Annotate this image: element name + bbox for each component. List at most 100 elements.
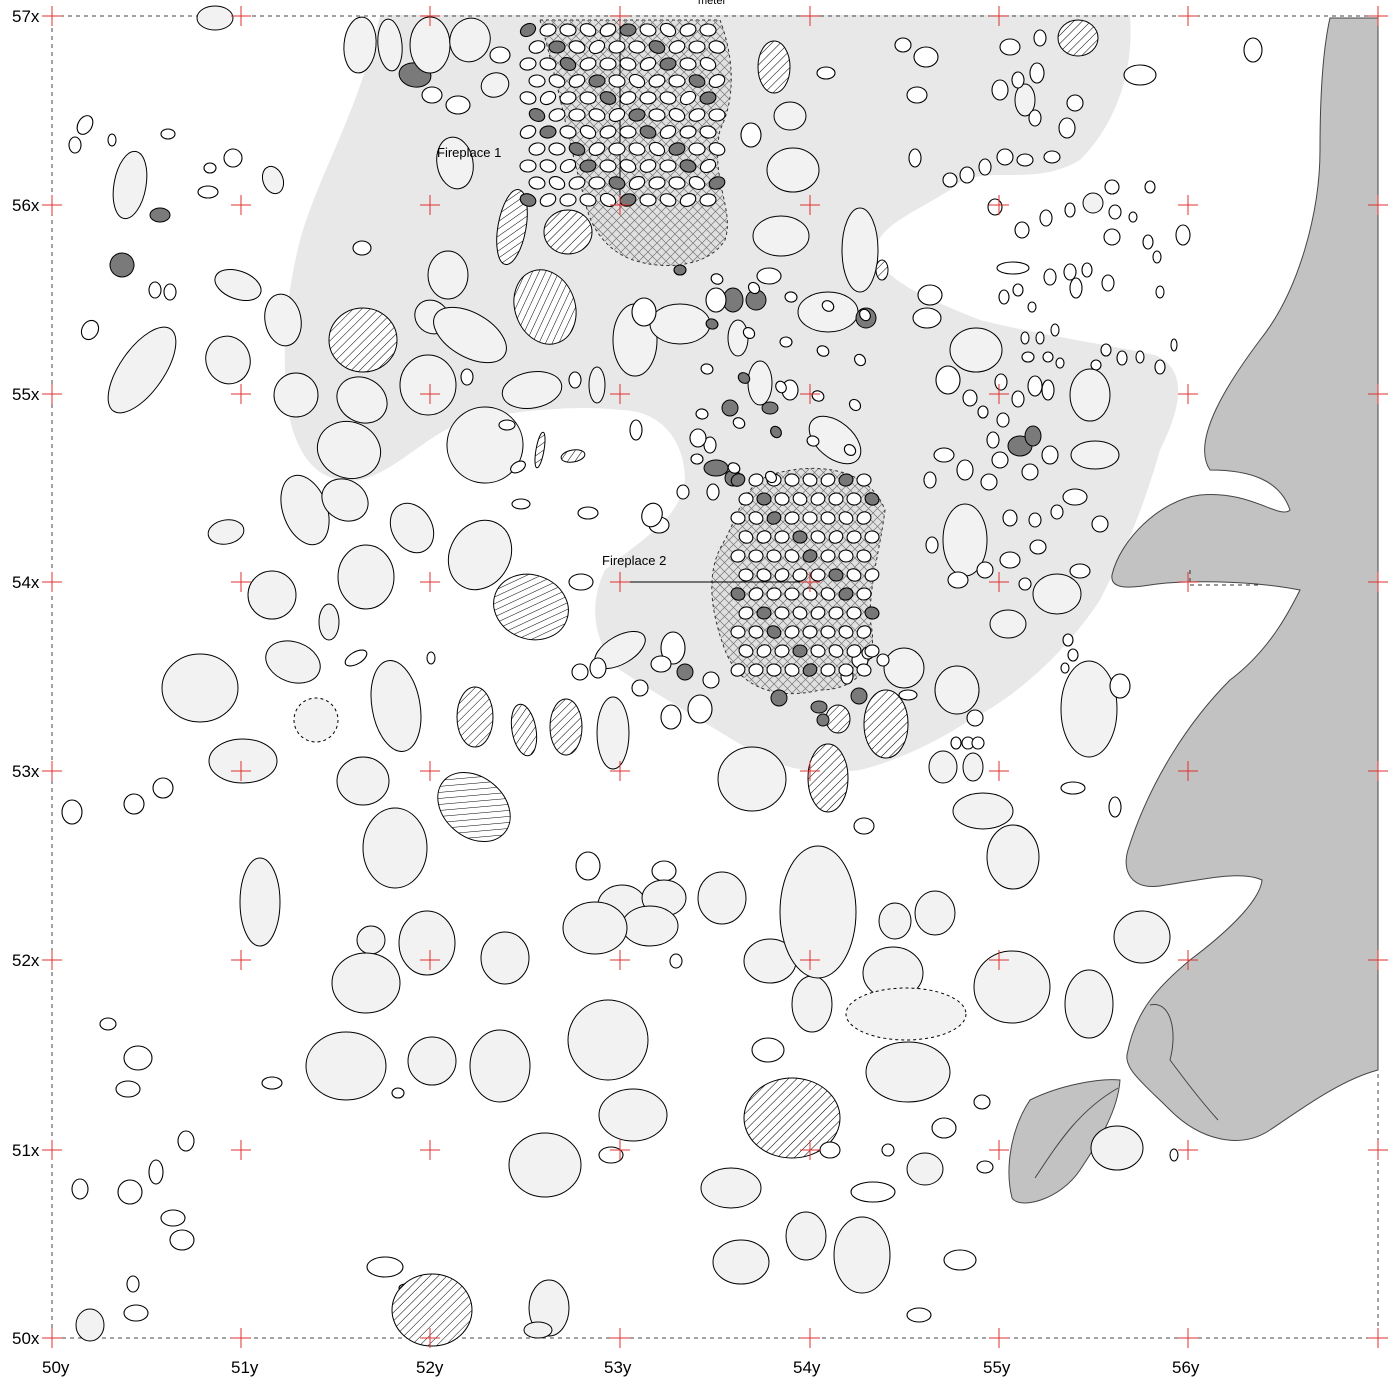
y-tick-label: 51y	[231, 1358, 259, 1377]
stone	[480, 931, 530, 985]
stone	[743, 1077, 841, 1159]
fireplace-1-pebble	[708, 142, 726, 156]
fireplace-2-pebble	[820, 663, 836, 677]
stone	[935, 365, 961, 395]
pebble	[848, 398, 862, 412]
stone	[1090, 1125, 1144, 1171]
stone	[1116, 350, 1128, 366]
fireplace-2-pebble	[774, 530, 790, 544]
stone	[906, 86, 928, 104]
x-tick-label: 55x	[12, 385, 40, 404]
fireplace-1-pebble	[679, 23, 697, 37]
stone	[1090, 359, 1102, 371]
stone	[1039, 209, 1053, 227]
stone	[598, 1146, 624, 1164]
stone	[496, 188, 528, 266]
grid-cross	[989, 1328, 1009, 1348]
stone	[773, 101, 807, 131]
stone	[426, 651, 436, 665]
fireplace-1-pebble	[599, 192, 617, 208]
fireplace-1-pebble	[579, 193, 597, 207]
fireplace-1-pebble	[608, 107, 626, 123]
stone	[816, 713, 830, 727]
fireplace-1-label: Fireplace 1	[437, 145, 501, 160]
stone	[898, 689, 918, 701]
grid-cross	[420, 761, 440, 781]
stone	[651, 860, 677, 882]
fireplace-1-pebble	[628, 40, 646, 54]
stone	[1062, 633, 1074, 647]
stone	[407, 1036, 457, 1086]
stone	[389, 502, 435, 554]
stone	[687, 694, 713, 724]
stone	[1043, 268, 1057, 286]
stone	[1063, 263, 1077, 281]
grid-cross	[42, 6, 62, 26]
stone	[727, 319, 749, 357]
stone	[989, 609, 1027, 639]
stone	[208, 738, 278, 784]
fireplace-1-pebble	[619, 57, 637, 71]
grid-cross	[42, 761, 62, 781]
grid-cross	[800, 195, 820, 215]
grid-cross	[800, 384, 820, 404]
stone	[950, 736, 962, 750]
fireplace-2-pebble	[838, 473, 854, 487]
fireplace-1-pebble	[548, 142, 566, 156]
fireplace-1-pebble	[699, 125, 717, 139]
fireplace-2-pebble	[864, 568, 880, 582]
stone	[160, 1209, 186, 1227]
grid-cross	[1368, 384, 1388, 404]
stone	[501, 371, 563, 409]
stone	[973, 950, 1051, 1024]
stone	[1070, 440, 1120, 470]
fireplace-2-pebble	[864, 644, 880, 658]
fireplace-1-pebble	[648, 40, 666, 54]
fireplace-1-pebble	[679, 90, 697, 106]
fireplace-2-pebble	[784, 625, 800, 639]
fireplace-1-pebble	[699, 91, 717, 105]
stone	[1029, 539, 1047, 555]
stone	[107, 326, 177, 414]
stone	[998, 289, 1010, 305]
stone	[469, 1029, 531, 1103]
fireplace-1-pebble	[559, 91, 577, 105]
fireplace-2-pebble	[766, 625, 782, 639]
stone	[493, 573, 569, 641]
fireplace-1-pebble	[568, 74, 586, 88]
fireplace-2-pebble	[748, 625, 764, 639]
fireplace-2-pebble	[792, 530, 808, 544]
fireplace-1-pebble	[599, 57, 617, 71]
fireplace-2-pebble	[820, 587, 836, 601]
stone	[1041, 379, 1055, 401]
stone	[543, 209, 593, 255]
stone	[703, 436, 717, 454]
fireplace-1-pebble	[608, 74, 626, 88]
fireplace-1-pebble	[528, 176, 546, 190]
grid-cross	[800, 6, 820, 26]
fireplace-2-pebble	[738, 530, 754, 544]
stone	[1155, 285, 1165, 299]
stone	[436, 136, 474, 190]
fireplace-2-pebble	[802, 511, 818, 525]
fireplace-2-pebble	[766, 549, 782, 563]
scale-label: meter	[698, 0, 726, 7]
x-tick-label: 52x	[12, 951, 40, 970]
grid-cross	[989, 195, 1009, 215]
fireplace-2-pebble	[730, 625, 746, 639]
grid-cross	[1368, 6, 1388, 26]
stone	[568, 573, 594, 591]
stone	[850, 687, 868, 705]
fireplace-2-pebble	[864, 492, 880, 506]
fireplace-1-pebble	[539, 125, 557, 139]
stone	[1108, 796, 1122, 818]
stone	[850, 1181, 896, 1203]
stone	[978, 158, 992, 176]
stone	[1060, 662, 1070, 674]
stone	[1042, 351, 1054, 363]
grid-line-dashed	[1189, 570, 1262, 586]
grid-cross	[610, 195, 630, 215]
grid-crosses	[42, 6, 1388, 1348]
fireplace-2-pebble	[748, 473, 764, 487]
stone	[621, 905, 679, 947]
